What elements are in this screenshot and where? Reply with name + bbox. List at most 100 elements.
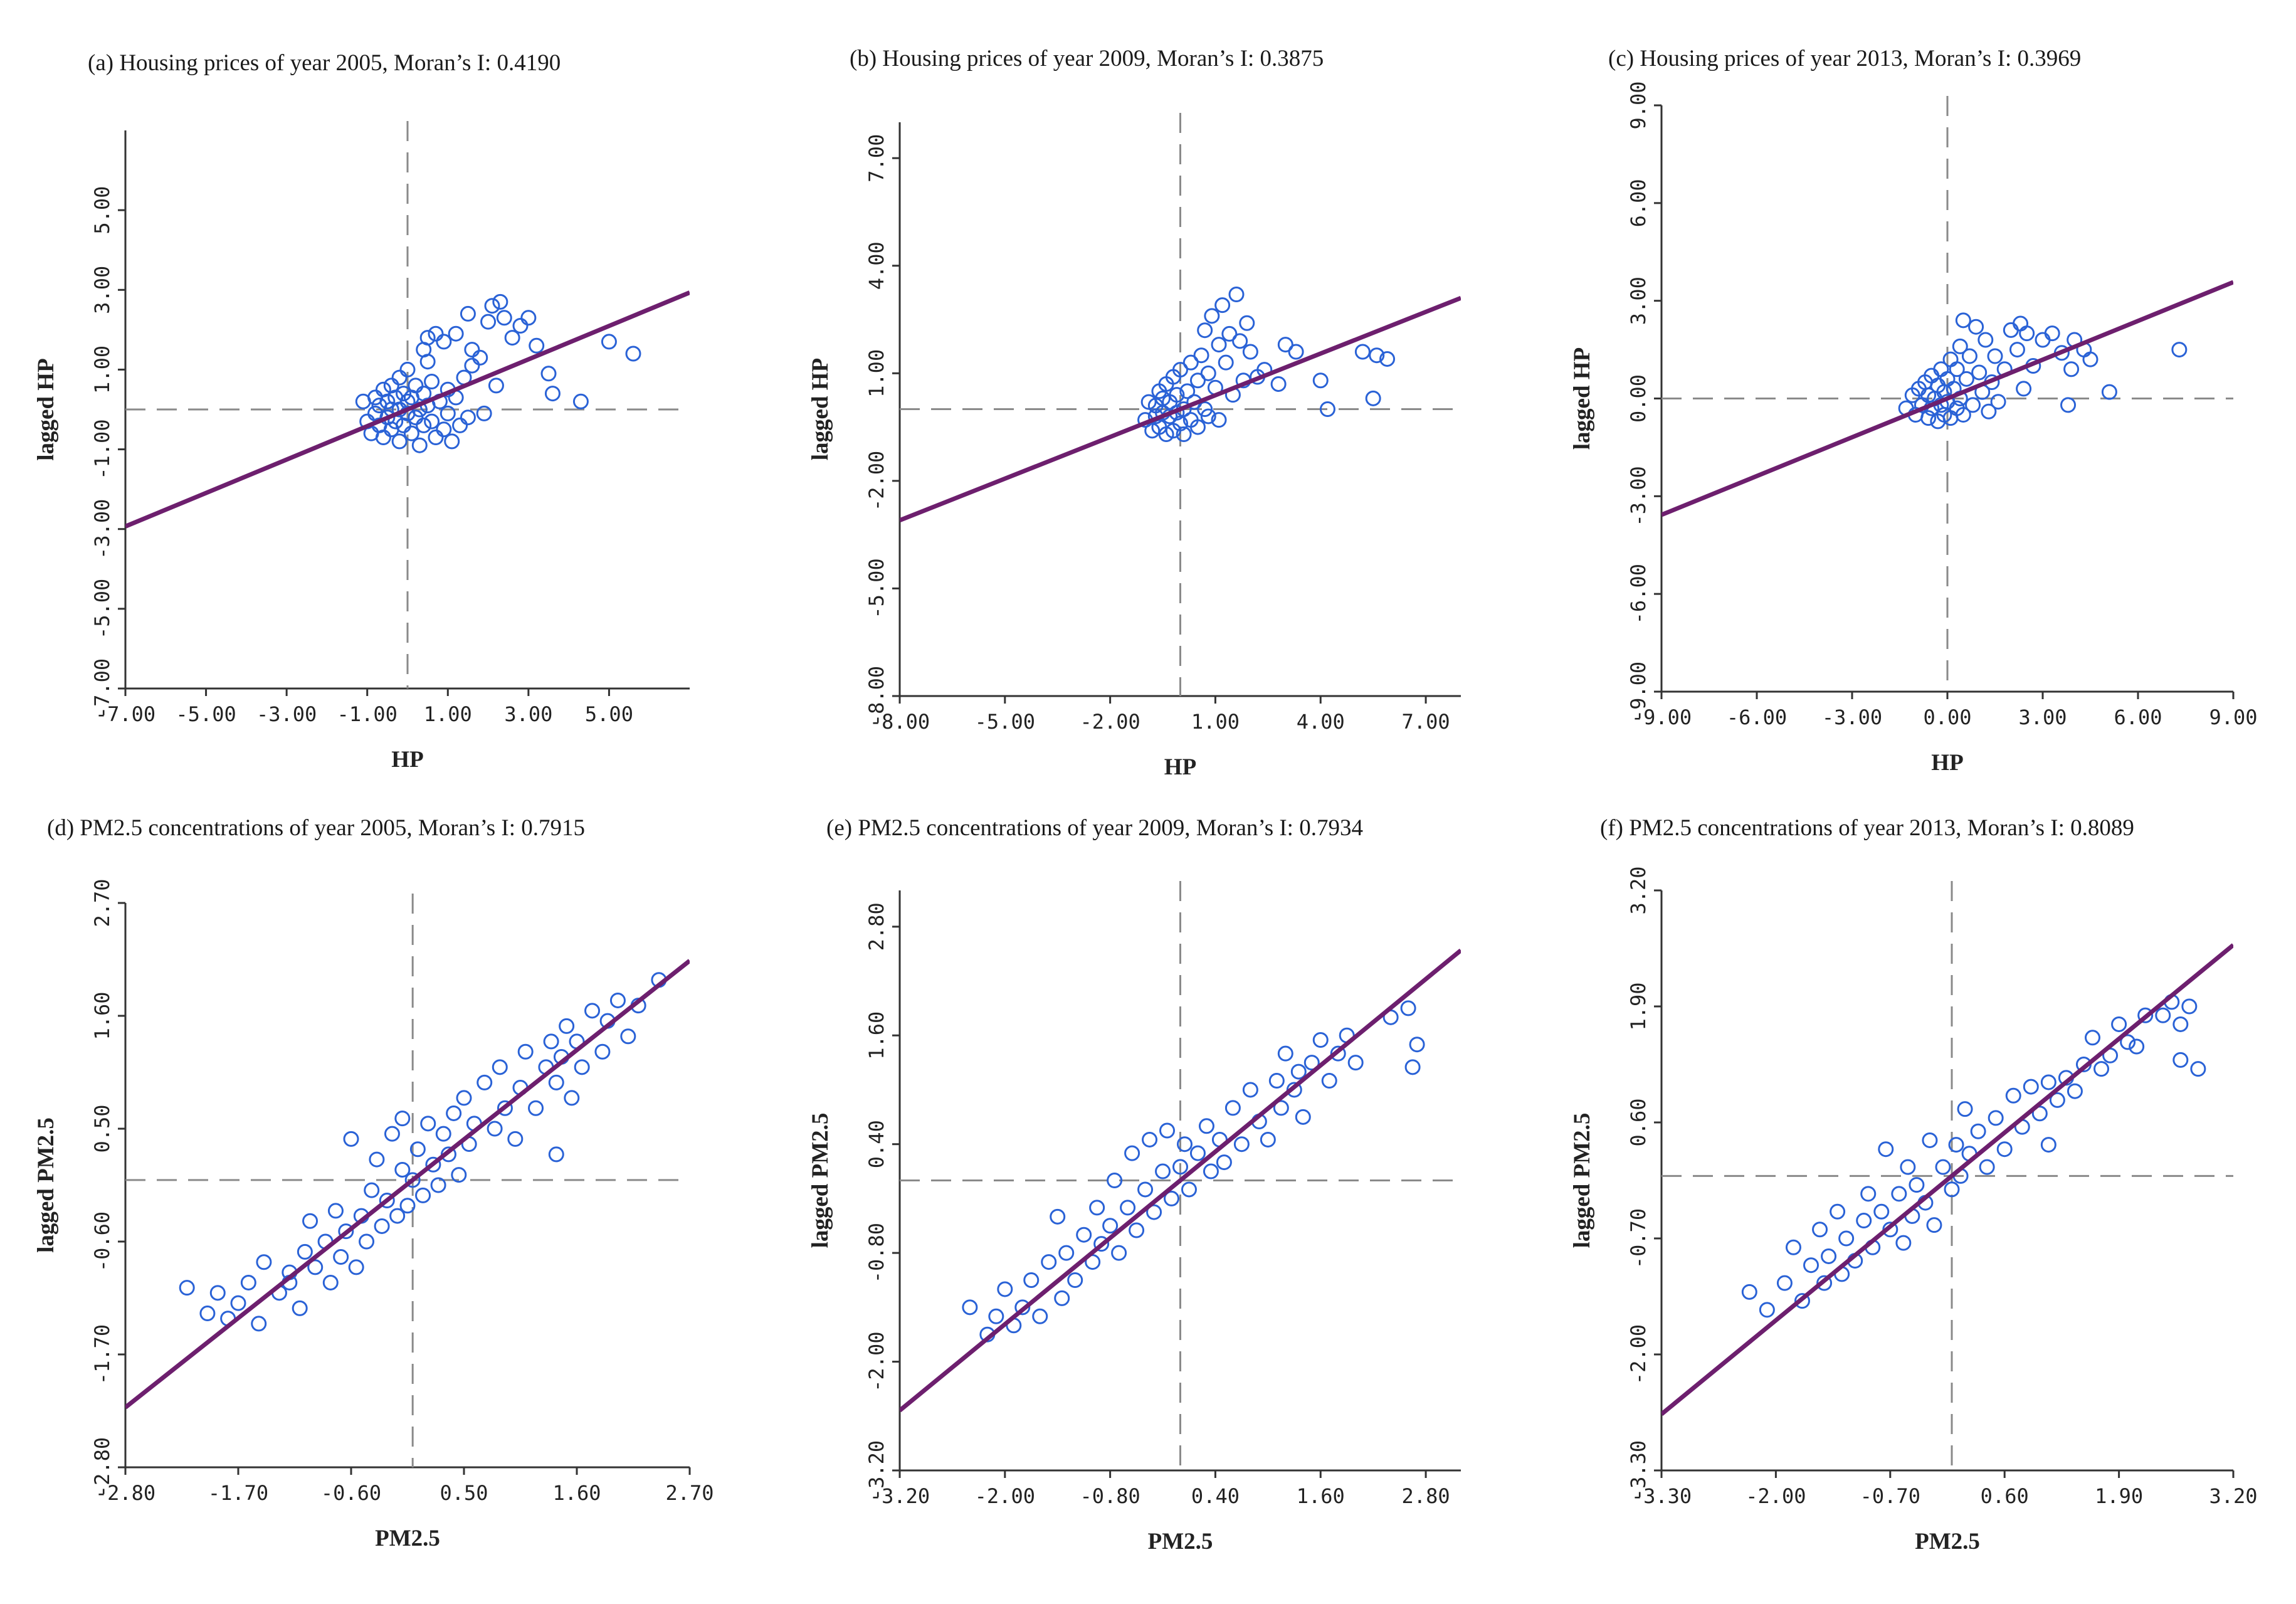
data-point [484,298,500,314]
data-point [1054,1290,1070,1306]
data-point [444,433,460,450]
x-axis-label: PM2.5 [1915,1529,1980,1554]
x-tick-label: -3.30 [1631,1484,1692,1508]
data-point [1961,348,1977,364]
data-point [2155,1007,2171,1023]
data-point [601,334,617,350]
data-point [1277,1045,1293,1062]
data-point [240,1274,256,1290]
data-point [609,992,626,1008]
y-tick-label: -5.00 [865,558,888,618]
data-point [2129,1038,2145,1055]
y-tick-label: 2.70 [90,879,114,927]
data-point [209,1285,226,1301]
data-point [1232,333,1248,349]
x-tick-label: 0.60 [1981,1484,2029,1508]
data-point [496,310,512,326]
data-point [430,1177,446,1193]
data-point [1242,1082,1258,1098]
data-point [988,1308,1004,1324]
y-axis-label: lagged PM2.5 [1569,1113,1595,1248]
data-point [411,437,428,453]
data-point [1312,372,1329,389]
x-tick-label: -0.70 [1860,1484,1920,1508]
x-tick-label: -2.00 [1080,710,1140,734]
data-point [1303,1055,1320,1071]
data-point [2111,1016,2127,1032]
x-tick-label: -0.60 [321,1481,381,1505]
data-point [425,1156,441,1173]
x-tick-label: 6.00 [2114,705,2162,729]
data-point [2016,381,2032,397]
data-point [543,1033,559,1050]
data-point [394,1111,411,1127]
data-point [1198,1118,1214,1134]
data-point [2049,1092,2065,1108]
data-point [256,1254,272,1270]
y-tick-label: -2.00 [1626,1324,1650,1385]
data-point [1379,351,1396,367]
data-point [1102,1218,1119,1234]
data-point [1958,371,1974,387]
data-point [327,1203,344,1219]
x-axis-label: HP [391,747,423,773]
x-tick-label: -7.00 [95,702,155,726]
x-tick-label: 1.90 [2095,1484,2143,1508]
regression-line [125,290,690,529]
data-point [1239,315,1255,331]
data-point [424,374,440,389]
data-point [1288,344,1304,360]
data-point [440,405,456,421]
data-point [333,1249,349,1265]
scatter-panel-1: (a) Housing prices of year 2005, Moran’s… [33,50,690,773]
x-tick-label: 5.00 [585,702,633,726]
data-point [374,1218,390,1234]
data-point [416,342,432,358]
data-point [1979,1159,1995,1175]
x-tick-label: -3.20 [870,1484,930,1508]
data-point [359,1233,375,1250]
y-tick-label: -7.00 [90,658,114,719]
data-point [1830,1203,1846,1220]
data-point [1270,376,1287,392]
data-point [594,1043,611,1060]
data-point [379,1193,395,1209]
data-point [1058,1245,1075,1261]
data-point [446,1105,462,1121]
data-point [2172,1052,2189,1068]
data-point [1944,1181,1960,1198]
data-point [520,310,537,326]
data-point [404,1172,421,1188]
data-point [1920,410,1937,426]
data-point [1120,1200,1136,1216]
data-point [1900,1159,1916,1175]
x-tick-label: 2.80 [1402,1484,1450,1508]
data-point [364,1182,380,1198]
data-point [1838,1230,1855,1247]
data-point [1321,1073,1337,1089]
data-point [1076,1227,1092,1243]
data-point [1952,338,1968,354]
x-tick-label: 1.00 [1191,710,1240,734]
y-tick-label: -3.20 [865,1440,888,1501]
data-point [456,1090,472,1106]
data-point [1957,1101,1973,1117]
data-point [492,293,508,310]
data-point [1955,406,1971,423]
x-tick-label: 0.50 [440,1481,488,1505]
data-point [1935,1159,1951,1175]
data-point [1242,344,1258,360]
data-point [1193,347,1209,364]
scatter-panel-6: (f) PM2.5 concentrations of year 2013, M… [1569,815,2258,1554]
y-tick-label: -2.00 [865,451,888,511]
data-point [1111,1245,1127,1261]
data-point [348,1259,364,1275]
panel-title: (d) PM2.5 concentrations of year 2005, M… [47,815,585,841]
data-point [1776,1275,1793,1291]
data-point [540,366,557,382]
panel-title: (b) Housing prices of year 2009, Moran’s… [850,46,1324,71]
data-point [2120,1034,2136,1050]
x-tick-label: 9.00 [2209,705,2257,729]
data-point [2003,322,2019,338]
x-tick-label: 1.60 [1297,1484,1345,1508]
